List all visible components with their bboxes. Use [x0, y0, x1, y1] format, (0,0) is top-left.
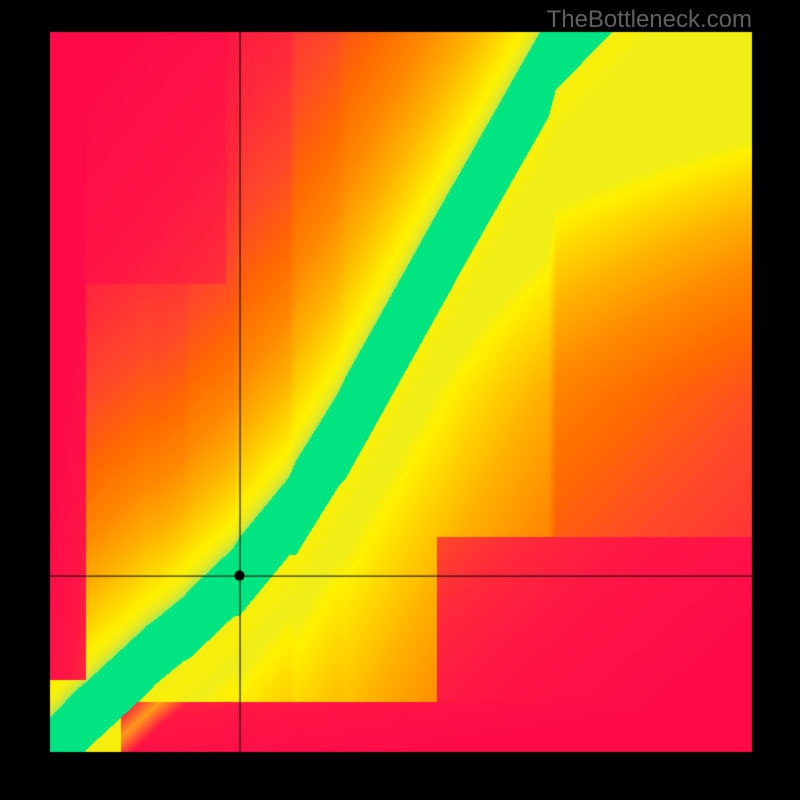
bottleneck-heatmap: [0, 0, 800, 800]
watermark-text: TheBottleneck.com: [547, 6, 752, 34]
